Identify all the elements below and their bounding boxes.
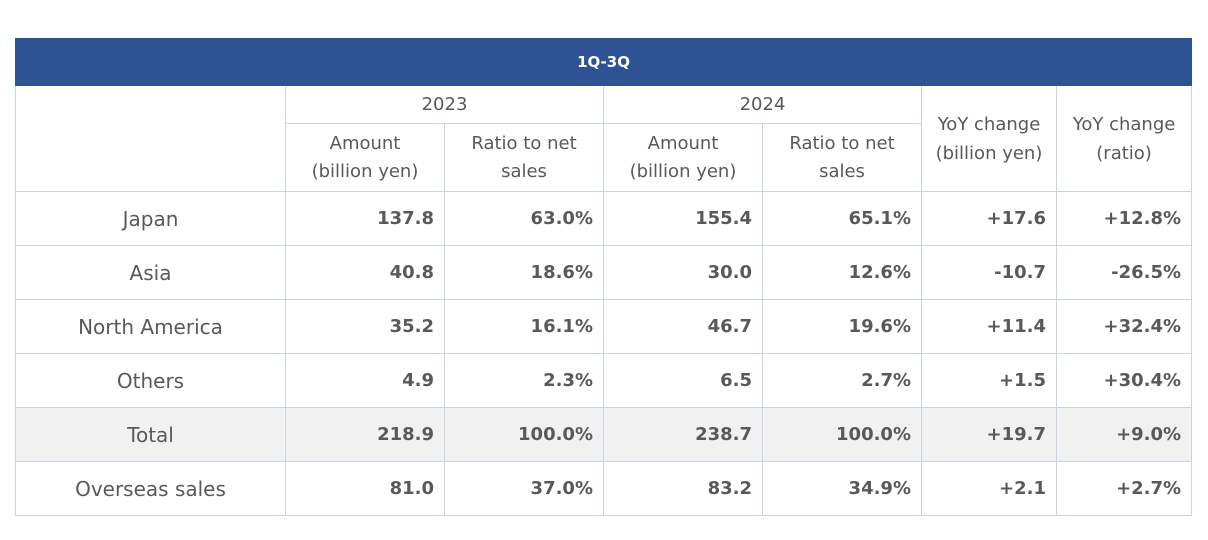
ratio-2023-cell: 37.0% bbox=[444, 461, 604, 516]
ratio-header-line2: sales bbox=[819, 160, 865, 182]
ratio-header-line1: Ratio to net bbox=[789, 132, 895, 154]
amount-2024-cell: 155.4 bbox=[603, 191, 763, 246]
yoy-ratio-cell: +30.4% bbox=[1055, 353, 1193, 408]
yoy-amount-header-line2: (billion yen) bbox=[935, 142, 1043, 164]
yoy-amount-header-line1: YoY change bbox=[937, 113, 1041, 135]
ratio-2023-cell: 2.3% bbox=[444, 353, 604, 408]
ratio-2024-cell: 12.6% bbox=[762, 245, 922, 300]
table-row-total: Total 218.9 100.0% 238.7 100.0% +19.7 +9… bbox=[15, 407, 1193, 462]
yoy-ratio-cell: -26.5% bbox=[1055, 245, 1193, 300]
ratio-2023-cell: 100.0% bbox=[444, 407, 604, 462]
amount-2023-cell: 4.9 bbox=[285, 353, 445, 408]
row-label: Asia bbox=[15, 245, 286, 300]
ratio-2024-cell: 100.0% bbox=[762, 407, 922, 462]
yoy-ratio-header-line2: (ratio) bbox=[1096, 142, 1152, 164]
ratio-2024-cell: 2.7% bbox=[762, 353, 922, 408]
table-row-asia: Asia 40.8 18.6% 30.0 12.6% -10.7 -26.5% bbox=[15, 245, 1193, 300]
table-row-japan: Japan 137.8 63.0% 155.4 65.1% +17.6 +12.… bbox=[15, 191, 1193, 246]
amount-header-line1: Amount bbox=[329, 132, 401, 154]
yoy-amount-cell: -10.7 bbox=[921, 245, 1057, 300]
amount-2023-cell: 218.9 bbox=[285, 407, 445, 462]
yoy-ratio-cell: +32.4% bbox=[1055, 299, 1193, 354]
ratio-2023-cell: 16.1% bbox=[444, 299, 604, 354]
row-label: Total bbox=[15, 407, 286, 462]
yoy-ratio-cell: +12.8% bbox=[1055, 191, 1193, 246]
region-header-blank bbox=[15, 85, 286, 192]
sales-by-region-table: 1Q-3Q 2023 2024 YoY change (billion yen)… bbox=[14, 38, 1193, 516]
amount-2024-header: Amount (billion yen) bbox=[603, 123, 763, 192]
amount-2024-cell: 6.5 bbox=[603, 353, 763, 408]
row-label: North America bbox=[15, 299, 286, 354]
amount-2023-header: Amount (billion yen) bbox=[285, 123, 445, 192]
period-header: 1Q-3Q bbox=[14, 38, 1193, 86]
yoy-ratio-cell: +2.7% bbox=[1055, 461, 1193, 516]
yoy-amount-cell: +11.4 bbox=[921, 299, 1057, 354]
table-row-overseas-sales: Overseas sales 81.0 37.0% 83.2 34.9% +2.… bbox=[15, 461, 1193, 516]
amount-2024-cell: 83.2 bbox=[603, 461, 763, 516]
yoy-ratio-header: YoY change (ratio) bbox=[1055, 85, 1193, 192]
table-row-others: Others 4.9 2.3% 6.5 2.7% +1.5 +30.4% bbox=[15, 353, 1193, 408]
row-label: Japan bbox=[15, 191, 286, 246]
amount-2024-cell: 30.0 bbox=[603, 245, 763, 300]
row-label: Overseas sales bbox=[15, 461, 286, 516]
ratio-2024-header: Ratio to net sales bbox=[762, 123, 922, 192]
yoy-amount-cell: +2.1 bbox=[921, 461, 1057, 516]
amount-2023-cell: 35.2 bbox=[285, 299, 445, 354]
ratio-2024-cell: 34.9% bbox=[762, 461, 922, 516]
ratio-2023-header: Ratio to net sales bbox=[444, 123, 604, 192]
yoy-amount-cell: +17.6 bbox=[921, 191, 1057, 246]
yoy-amount-cell: +1.5 bbox=[921, 353, 1057, 408]
year-header-2024: 2024 bbox=[603, 85, 922, 124]
sales-by-region-table-container: 1Q-3Q 2023 2024 YoY change (billion yen)… bbox=[14, 38, 1193, 516]
ratio-2023-cell: 18.6% bbox=[444, 245, 604, 300]
amount-2023-cell: 40.8 bbox=[285, 245, 445, 300]
row-label: Others bbox=[15, 353, 286, 408]
yoy-ratio-header-line1: YoY change bbox=[1072, 113, 1176, 135]
ratio-header-line1: Ratio to net bbox=[471, 132, 577, 154]
yoy-amount-header: YoY change (billion yen) bbox=[921, 85, 1057, 192]
table-row-north-america: North America 35.2 16.1% 46.7 19.6% +11.… bbox=[15, 299, 1193, 354]
ratio-header-line2: sales bbox=[501, 160, 547, 182]
amount-2024-cell: 46.7 bbox=[603, 299, 763, 354]
year-header-2023: 2023 bbox=[285, 85, 604, 124]
amount-header-line2: (billion yen) bbox=[629, 160, 737, 182]
amount-header-line1: Amount bbox=[647, 132, 719, 154]
amount-2023-cell: 81.0 bbox=[285, 461, 445, 516]
amount-2023-cell: 137.8 bbox=[285, 191, 445, 246]
ratio-2023-cell: 63.0% bbox=[444, 191, 604, 246]
yoy-amount-cell: +19.7 bbox=[921, 407, 1057, 462]
ratio-2024-cell: 65.1% bbox=[762, 191, 922, 246]
amount-header-line2: (billion yen) bbox=[311, 160, 419, 182]
yoy-ratio-cell: +9.0% bbox=[1055, 407, 1193, 462]
amount-2024-cell: 238.7 bbox=[603, 407, 763, 462]
ratio-2024-cell: 19.6% bbox=[762, 299, 922, 354]
